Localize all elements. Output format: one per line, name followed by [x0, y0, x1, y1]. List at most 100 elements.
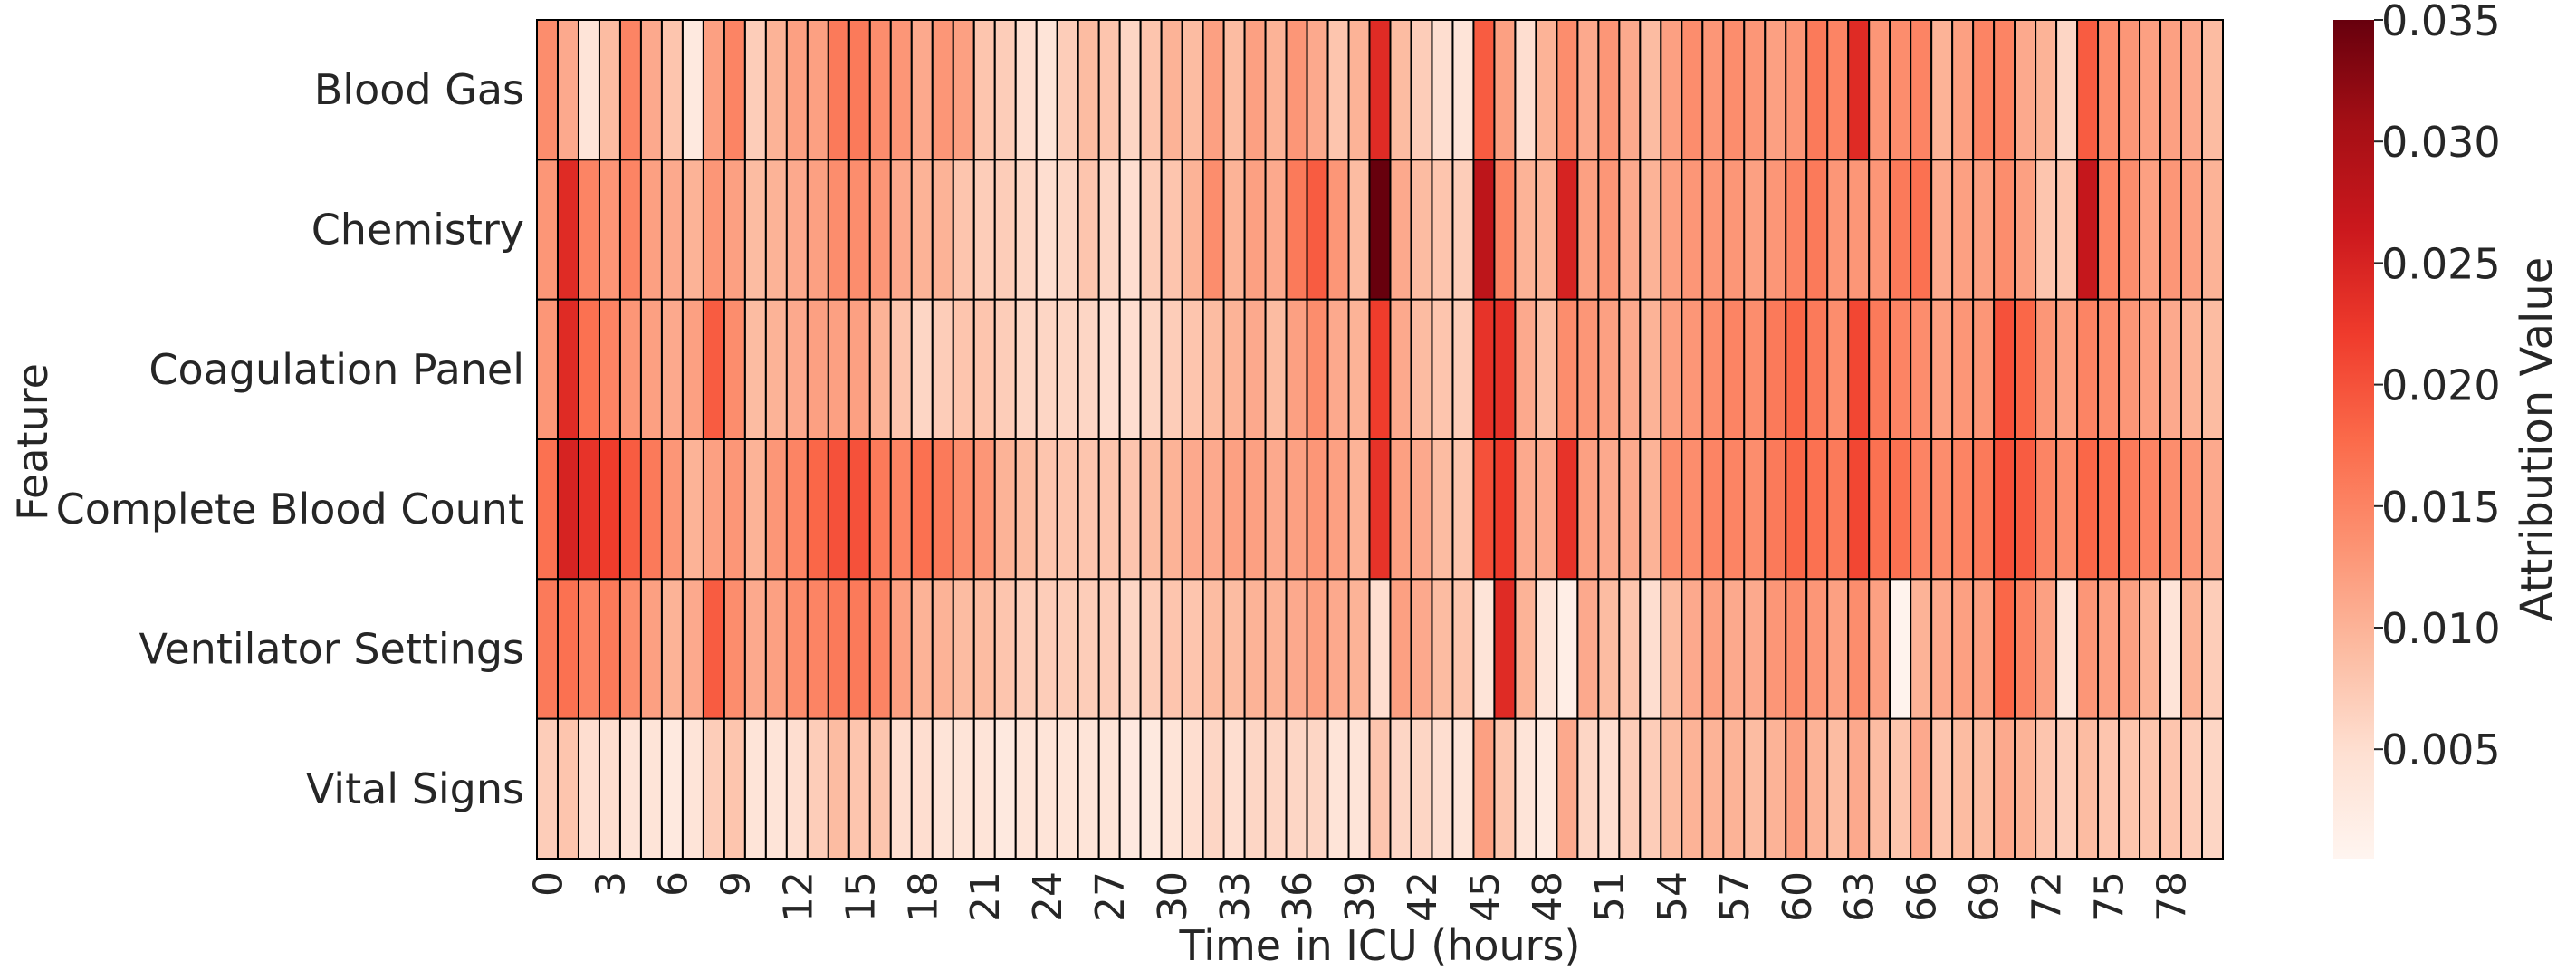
- heatmap-cell: [785, 438, 809, 581]
- heatmap-cell: [1764, 717, 1787, 860]
- y-tick-label: Complete Blood Count: [56, 485, 524, 533]
- heatmap-cell: [806, 438, 829, 581]
- heatmap-cell: [723, 578, 746, 720]
- heatmap-cell: [536, 578, 559, 720]
- heatmap-cell: [2139, 159, 2162, 301]
- heatmap-cell: [1077, 298, 1100, 441]
- heatmap-cell: [1681, 438, 1704, 581]
- heatmap-cell: [1410, 159, 1433, 301]
- heatmap-cell: [1368, 717, 1392, 860]
- heatmap-cell: [2097, 578, 2121, 720]
- heatmap-cell: [743, 578, 767, 720]
- heatmap-cell: [1139, 19, 1163, 161]
- heatmap-cell: [1118, 159, 1142, 301]
- heatmap-cell: [1056, 438, 1079, 581]
- heatmap-cell: [2055, 159, 2079, 301]
- heatmap-cell: [1326, 578, 1350, 720]
- heatmap-cell: [1410, 19, 1433, 161]
- heatmap-cell: [1722, 19, 1746, 161]
- heatmap-cell: [1056, 717, 1079, 860]
- heatmap-cell: [1451, 159, 1475, 301]
- heatmap-cell: [764, 717, 788, 860]
- heatmap-cell: [2159, 19, 2183, 161]
- heatmap-cell: [1285, 578, 1308, 720]
- heatmap-cell: [1972, 438, 1996, 581]
- y-tick-label: Ventilator Settings: [139, 625, 524, 674]
- heatmap-cell: [1910, 438, 1933, 581]
- x-tick-label: 69: [1962, 871, 2008, 922]
- x-tick-label: 9: [713, 871, 759, 897]
- heatmap-cell: [1993, 19, 2016, 161]
- heatmap-cell: [910, 438, 934, 581]
- heatmap-cell: [536, 19, 559, 161]
- x-tick-label: 78: [2150, 871, 2196, 922]
- heatmap-cell: [1805, 19, 1829, 161]
- heatmap-cell: [889, 298, 913, 441]
- heatmap-cell: [1576, 159, 1600, 301]
- heatmap-cell: [556, 159, 579, 301]
- heatmap-cell: [785, 19, 809, 161]
- heatmap-cell: [1930, 159, 1954, 301]
- heatmap-cell: [681, 298, 704, 441]
- heatmap-cell: [1389, 438, 1412, 581]
- heatmap-cell: [931, 298, 954, 441]
- heatmap-cell: [1347, 298, 1371, 441]
- heatmap-cell: [1243, 298, 1267, 441]
- heatmap-cell: [993, 159, 1017, 301]
- heatmap-cell: [2159, 717, 2183, 860]
- heatmap-cell: [2118, 438, 2141, 581]
- heatmap-cell: [1097, 717, 1121, 860]
- heatmap-cell: [868, 717, 892, 860]
- heatmap-cell: [1535, 19, 1558, 161]
- heatmap-cell: [1118, 19, 1142, 161]
- heatmap-cell: [1951, 438, 1975, 581]
- heatmap-cell: [1306, 717, 1329, 860]
- heatmap-cell: [1077, 578, 1100, 720]
- heatmap-cell: [1639, 159, 1662, 301]
- heatmap-cell: [2035, 438, 2058, 581]
- heatmap-cell: [2201, 717, 2225, 860]
- heatmap-cell: [972, 438, 996, 581]
- heatmap-cell: [2014, 717, 2037, 860]
- heatmap-cell: [910, 19, 934, 161]
- heatmap-cell: [1639, 438, 1662, 581]
- heatmap-cell: [1285, 717, 1308, 860]
- x-tick-label: 12: [775, 871, 821, 922]
- heatmap-cell: [1889, 578, 1912, 720]
- heatmap-cell: [1306, 298, 1329, 441]
- heatmap-cell: [1639, 717, 1662, 860]
- heatmap-cell: [1889, 159, 1912, 301]
- heatmap-cell: [1597, 19, 1621, 161]
- x-tick-label: 60: [1775, 871, 1821, 922]
- heatmap-cell: [993, 19, 1017, 161]
- heatmap-cell: [1701, 438, 1725, 581]
- heatmap-cell: [1618, 298, 1642, 441]
- heatmap-cell: [1868, 298, 1891, 441]
- heatmap-cell: [1868, 19, 1891, 161]
- heatmap-cell: [1910, 578, 1933, 720]
- heatmap-cell: [618, 578, 642, 720]
- heatmap-cell: [827, 438, 850, 581]
- heatmap-cell: [639, 717, 663, 860]
- heatmap-cell: [1097, 298, 1121, 441]
- heatmap-cell: [1160, 578, 1183, 720]
- heatmap-cell: [1785, 717, 1808, 860]
- heatmap-cell: [1264, 438, 1288, 581]
- heatmap-cell: [1660, 717, 1683, 860]
- heatmap-cell: [1202, 19, 1225, 161]
- heatmap-cell: [1826, 578, 1850, 720]
- x-tick-label: 3: [589, 871, 635, 897]
- heatmap-cell: [1202, 298, 1225, 441]
- heatmap-cell: [1910, 717, 1933, 860]
- heatmap-cell: [1556, 717, 1579, 860]
- heatmap-cell: [1701, 19, 1725, 161]
- heatmap-cell: [2097, 717, 2121, 860]
- colorbar-tick-label: 0.020: [2381, 361, 2501, 410]
- heatmap-cell: [2159, 578, 2183, 720]
- heatmap-cell: [1576, 19, 1600, 161]
- heatmap-cell: [1326, 298, 1350, 441]
- heatmap-cell: [910, 578, 934, 720]
- heatmap-cell: [952, 19, 975, 161]
- heatmap-cell: [577, 438, 600, 581]
- heatmap-cell: [1785, 438, 1808, 581]
